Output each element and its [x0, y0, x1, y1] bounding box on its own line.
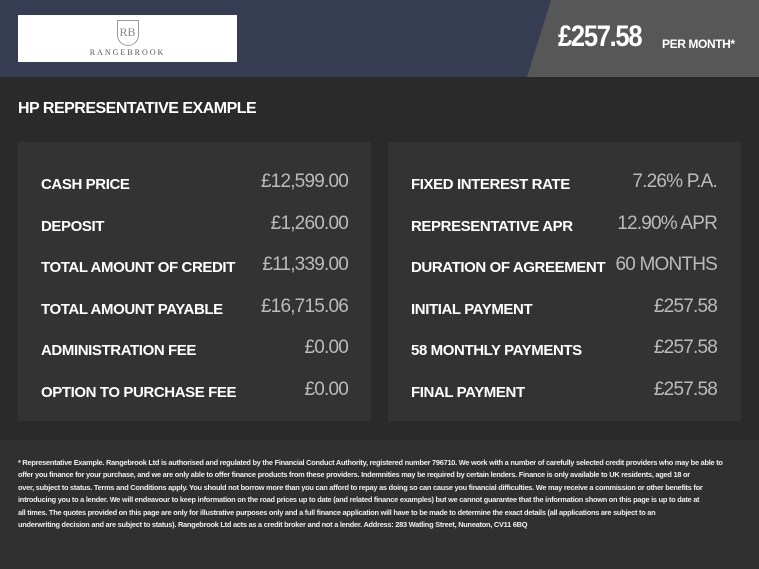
row-label: REPRESENTATIVE APR — [411, 217, 573, 235]
finance-panel-left: CASH PRICE £12,599.00 DEPOSIT £1,260.00 TOTA… — [18, 142, 371, 421]
row-value: £257.58 — [653, 378, 718, 400]
row-label: CASH PRICE — [41, 176, 130, 193]
row-label: TOTAL AMOUNT PAYABLE — [41, 300, 223, 318]
row-label: FIXED INTEREST RATE — [411, 176, 570, 193]
disclaimer-line: all times. The quotes provided on this p… — [18, 507, 656, 517]
monthly-price: £257.58 — [558, 20, 643, 53]
monthly-price-box — [527, 0, 759, 77]
finance-row: 58 MONTHLY PAYMENTS £257.58 — [411, 335, 718, 359]
row-value: £257.58 — [653, 337, 718, 358]
row-value: £0.00 — [304, 337, 348, 358]
row-value: £0.00 — [304, 378, 348, 400]
row-label: INITIAL PAYMENT — [411, 300, 533, 318]
disclaimer-line: introducing you to a lender. We will end… — [18, 495, 700, 505]
header: RB RANGEBROOK £257.58 PER MONTH* — [0, 0, 759, 77]
finance-row: REPRESENTATIVE APR 12.90% APR — [411, 211, 718, 235]
row-value: 7.26% P.A. — [632, 171, 717, 192]
row-label: DEPOSIT — [41, 217, 105, 235]
row-label: 58 MONTHLY PAYMENTS — [411, 342, 582, 359]
row-label: OPTION TO PURCHASE FEE — [41, 383, 237, 401]
row-label: FINAL PAYMENT — [411, 383, 525, 401]
disclaimer-line: * Representative Example. Rangebrook Ltd… — [18, 458, 723, 467]
disclaimer: * Representative Example. Rangebrook Ltd… — [18, 457, 723, 531]
row-value: £11,339.00 — [262, 254, 348, 275]
row-value: £257.58 — [653, 295, 718, 317]
finance-row: FINAL PAYMENT £257.58 — [411, 377, 718, 401]
disclaimer-line: over, subject to status. Terms and Condi… — [18, 482, 703, 492]
finance-row: DEPOSIT £1,260.00 — [41, 211, 349, 235]
row-label: DURATION OF AGREEMENT — [411, 259, 606, 276]
row-label: ADMINISTRATION FEE — [41, 342, 197, 359]
per-month-label: PER MONTH* — [662, 37, 735, 51]
finance-row: ADMINISTRATION FEE £0.00 — [41, 335, 349, 359]
row-label: TOTAL AMOUNT OF CREDIT — [41, 259, 235, 276]
section-title: HP REPRESENTATIVE EXAMPLE — [18, 100, 257, 117]
row-value: £12,599.00 — [260, 171, 349, 192]
finance-row: FIXED INTEREST RATE 7.26% P.A. — [411, 169, 718, 193]
finance-row: DURATION OF AGREEMENT 60 MONTHS — [411, 252, 718, 276]
footer — [0, 440, 759, 569]
crest-icon: RB — [116, 20, 139, 46]
finance-row: OPTION TO PURCHASE FEE £0.00 — [41, 377, 349, 401]
disclaimer-line: offer you finance for your purchase, and… — [18, 470, 690, 480]
finance-row: INITIAL PAYMENT £257.58 — [411, 294, 718, 318]
row-value: 60 MONTHS — [615, 254, 717, 275]
finance-row: TOTAL AMOUNT PAYABLE £16,715.06 — [41, 294, 349, 318]
finance-panel-right: FIXED INTEREST RATE 7.26% P.A. REPRESENTAT… — [388, 142, 741, 421]
finance-row: TOTAL AMOUNT OF CREDIT £11,339.00 — [41, 252, 349, 276]
rangebrook-logo[interactable]: RB RANGEBROOK — [18, 15, 237, 62]
row-value: £16,715.06 — [260, 295, 349, 317]
row-value: £1,260.00 — [270, 212, 349, 234]
row-value: 12.90% APR — [617, 212, 718, 234]
finance-row: CASH PRICE £12,599.00 — [41, 169, 349, 193]
logo-text: RANGEBROOK — [89, 48, 166, 57]
disclaimer-line: underwriting decision and are subject to… — [18, 520, 528, 530]
